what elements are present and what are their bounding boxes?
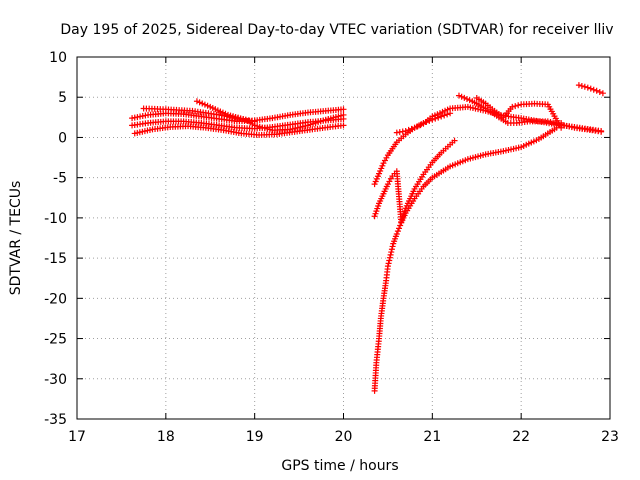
data-point [599,90,606,97]
data-point [566,123,573,130]
data-point [388,249,395,256]
data-point [340,122,347,129]
x-tick-label: 17 [68,429,86,445]
data-point [435,114,442,121]
x-axis-title: GPS time / hours [281,458,398,474]
y-tick-label: -5 [53,171,67,187]
data-point [193,98,200,105]
data-point [393,230,400,237]
data-point [377,168,384,175]
data-points [129,82,606,394]
data-point [340,106,347,113]
data-point [386,257,393,264]
data-point [379,162,386,169]
data-point [458,93,465,100]
data-point [596,88,603,95]
data-point [578,82,585,89]
data-point [550,119,557,126]
data-point [340,111,347,118]
y-tick-label: -35 [44,412,67,428]
data-point [394,228,401,235]
y-tick-label: 0 [58,130,67,146]
data-point [388,246,395,253]
data-point [411,124,418,131]
data-point [451,137,458,144]
data-point [417,122,424,129]
data-point [568,124,575,131]
data-point [547,118,554,125]
y-tick-label: -25 [44,332,67,348]
data-point [584,84,591,91]
data-point [386,254,393,261]
x-tick-label: 19 [246,429,264,445]
data-point [414,123,421,130]
data-point [438,113,445,120]
x-tick-label: 21 [423,429,441,445]
data-point [466,97,473,104]
chart-title: Day 195 of 2025, Sidereal Day-to-day VTE… [60,22,613,38]
data-point [575,82,582,89]
data-point [408,125,415,132]
data-point [441,112,448,119]
data-point [461,94,468,101]
data-point [593,87,600,94]
data-point [563,122,570,129]
plot-frame [76,56,611,420]
y-tick-label: -20 [44,291,67,307]
data-point [590,86,597,93]
data-point [558,124,565,131]
data-point [512,103,519,110]
data-point [378,165,385,172]
data-point [463,95,470,102]
data-point [385,260,392,267]
data-point [372,178,379,185]
data-point [544,118,551,125]
y-tick-label: -15 [44,251,67,267]
y-tick-label: 10 [49,50,67,66]
data-point [251,118,258,125]
data-point [402,128,409,135]
x-tick-label: 20 [335,429,353,445]
data-point [387,251,394,258]
axis-ticks: 17 18 19 20 21 22 23 -35 -30 -25 -20 -15 -10 -5 0 5 10 [44,50,619,445]
data-point [373,175,380,182]
data-point [201,101,208,108]
data-point [384,263,391,270]
y-axis-title: SDTVAR / TECUs [8,181,24,296]
y-tick-label: -10 [44,211,67,227]
data-point [397,222,404,229]
data-point [581,83,588,90]
data-point [371,181,378,188]
data-point [374,173,381,180]
x-tick-label: 23 [601,429,619,445]
data-point [204,102,211,109]
data-point [598,128,605,135]
y-tick-label: -30 [44,372,67,388]
x-tick-label: 22 [512,429,530,445]
data-point [199,100,206,107]
data-point [196,99,203,106]
data-point [405,126,412,133]
x-tick-label: 18 [157,429,175,445]
data-point [389,243,396,250]
y-tick-label: 5 [58,90,67,106]
data-point [509,103,516,110]
data-point [396,225,403,232]
data-point [515,102,522,109]
data-point [455,92,462,99]
data-point [587,85,594,92]
data-point [376,170,383,177]
